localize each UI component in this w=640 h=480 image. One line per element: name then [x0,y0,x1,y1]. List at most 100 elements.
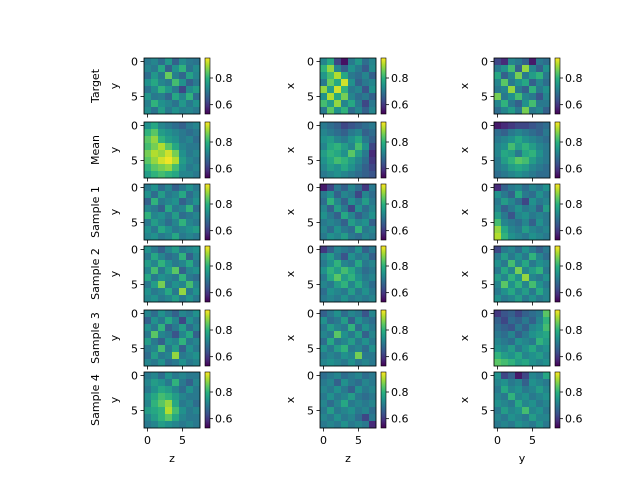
heatmap-cell [515,267,523,275]
heatmap-cell [543,107,551,115]
heatmap-cell [193,310,201,318]
heatmap-cell [193,219,201,227]
heatmap-cell [327,414,335,422]
heatmap-cell [362,324,370,332]
heatmap-cell [501,338,509,346]
heatmap-cell [536,414,544,422]
heatmap-cell [348,143,356,151]
heatmap-cell [334,164,342,172]
heatmap-cell [341,407,349,415]
y-tick-label: 0 [307,308,314,321]
heatmap-cell [334,267,342,275]
heatmap-cell [158,359,166,367]
heatmap-panel-2-0: 0 5 y 0.6 0.8 Sample 1 [89,182,233,244]
colorbar-tick-label: 0.8 [565,136,583,149]
heatmap-cell [179,122,187,130]
heatmap-cell [536,164,544,172]
heatmap-cell [515,295,523,303]
heatmap-cell [334,324,342,332]
heatmap-cell [151,107,159,115]
heatmap-cell [501,72,509,80]
heatmap-cell [501,171,509,179]
heatmap-cell [536,393,544,401]
heatmap-cell [522,164,530,172]
heatmap-panel-0-0: 0 5 y 0.6 0.8 Target [89,56,233,118]
heatmap-cell [158,171,166,179]
heatmap-cell [193,122,201,130]
heatmap-cell [186,414,194,422]
heatmap-cell [515,205,523,213]
heatmap-cell [536,324,544,332]
heatmap-cell [193,386,201,394]
panel-frame [319,121,377,179]
heatmap-cell [529,72,537,80]
heatmap-cell [348,171,356,179]
heatmap-cell [165,400,173,408]
heatmap-cell [536,93,544,101]
colorbar-tick-label: 0.6 [215,413,233,426]
heatmap-cell [529,233,537,241]
heatmap-cell [529,393,537,401]
heatmap-cell [320,107,328,115]
heatmap-cell [151,233,159,241]
heatmap-cell [355,184,363,192]
heatmap-cell [341,129,349,137]
heatmap-cell [172,150,180,158]
heatmap-cell [536,407,544,415]
heatmap-cell [151,136,159,144]
heatmap-cell [186,212,194,220]
heatmap-cell [179,386,187,394]
heatmap-cell [522,288,530,296]
heatmap-cell [348,198,356,206]
heatmap-cell [508,359,516,367]
heatmap-cell [355,359,363,367]
y-axis-label: x [458,146,471,153]
heatmap-cell [543,226,551,234]
heatmap-cell [193,93,201,101]
heatmap-cell [508,400,516,408]
heatmap-cell [501,191,509,199]
heatmap-cell [348,107,356,115]
colorbar [205,122,210,178]
heatmap-cell [501,129,509,137]
heatmap-cell [348,352,356,360]
heatmap-cell [179,345,187,353]
heatmap-cell [536,136,544,144]
heatmap-cell [508,288,516,296]
heatmap-cell [515,359,523,367]
heatmap-cell [529,58,537,66]
heatmap-cell [320,157,328,165]
heatmap-cell [543,352,551,360]
heatmap-cell [193,338,201,346]
heatmap-cell [144,171,152,179]
heatmap-cell [158,226,166,234]
heatmap-cell [369,267,377,275]
heatmap-cell [355,253,363,261]
heatmap-cell [320,219,328,227]
heatmap-cell [158,233,166,241]
heatmap-cell [334,331,342,339]
heatmap-cell [362,331,370,339]
colorbar [555,246,560,302]
heatmap-cell [334,295,342,303]
heatmap-cell [186,359,194,367]
heatmap-cell [508,122,516,130]
heatmap-cell [327,72,335,80]
y-axis-label: y [108,82,121,89]
heatmap-cell [529,86,537,94]
colorbar-frame [204,245,211,303]
y-tick-label: 5 [481,155,488,168]
heatmap-cell [341,58,349,66]
heatmap-panel-0-1: 0 5 x 0.6 0.8 [284,56,409,118]
heatmap-cell [158,136,166,144]
heatmap-cell [543,317,551,325]
heatmap-cell [158,338,166,346]
heatmap-cell [529,359,537,367]
heatmap-cell [186,421,194,429]
heatmap-cell [179,157,187,165]
colorbar [555,122,560,178]
heatmap-cell [158,205,166,213]
heatmap-cell [334,65,342,73]
heatmap-cell [320,226,328,234]
heatmap-cell [501,359,509,367]
